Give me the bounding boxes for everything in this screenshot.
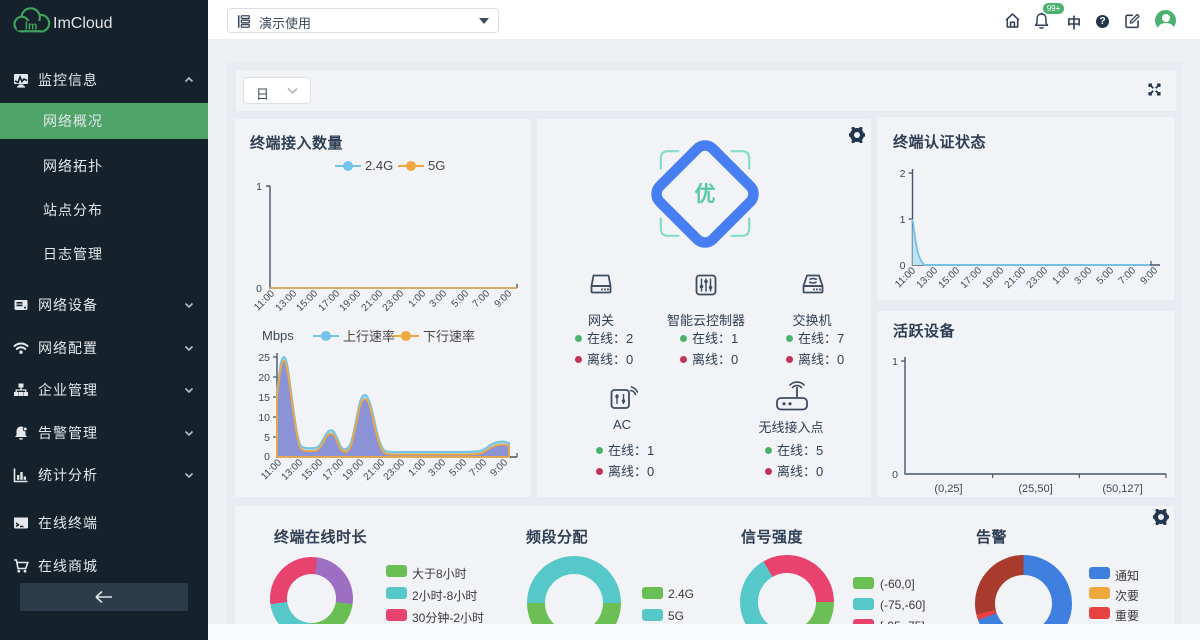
svg-text:0: 0: [892, 469, 898, 481]
svg-text:15: 15: [258, 392, 270, 404]
svg-text:15:00: 15:00: [295, 288, 321, 314]
svg-text:2: 2: [900, 168, 906, 180]
svg-text:15:00: 15:00: [937, 265, 963, 291]
svg-text:1:00: 1:00: [407, 457, 429, 479]
svg-text:5: 5: [264, 432, 270, 444]
svg-text:15:00: 15:00: [300, 457, 326, 483]
svg-text:7:00: 7:00: [1117, 265, 1139, 287]
svg-text:(25,50]: (25,50]: [1018, 483, 1052, 495]
svg-text:5:00: 5:00: [1095, 265, 1117, 287]
svg-text:1: 1: [256, 181, 262, 193]
svg-text:21:00: 21:00: [360, 288, 386, 314]
svg-text:0: 0: [256, 283, 262, 295]
svg-text:9:00: 9:00: [489, 457, 511, 479]
svg-text:23:00: 23:00: [381, 288, 407, 314]
svg-text:0: 0: [900, 260, 906, 272]
svg-text:13:00: 13:00: [280, 457, 306, 483]
svg-text:3:00: 3:00: [427, 457, 449, 479]
svg-text:21:00: 21:00: [1003, 265, 1029, 291]
svg-text:13:00: 13:00: [274, 288, 300, 314]
svg-text:(50,127]: (50,127]: [1102, 483, 1142, 495]
svg-text:17:00: 17:00: [321, 457, 347, 483]
svg-text:9:00: 9:00: [1139, 265, 1161, 287]
svg-text:9:00: 9:00: [493, 288, 515, 310]
svg-text:1:00: 1:00: [1051, 265, 1073, 287]
svg-text:23:00: 23:00: [1025, 265, 1051, 291]
svg-text:5:00: 5:00: [450, 288, 472, 310]
svg-text:1: 1: [900, 214, 906, 226]
svg-text:23:00: 23:00: [382, 457, 408, 483]
svg-text:优: 优: [695, 182, 716, 206]
svg-text:17:00: 17:00: [959, 265, 985, 291]
svg-text:11:00: 11:00: [893, 265, 918, 290]
svg-text:19:00: 19:00: [341, 457, 367, 483]
svg-text:5:00: 5:00: [448, 457, 470, 479]
svg-text:11:00: 11:00: [259, 457, 284, 482]
svg-text:7:00: 7:00: [468, 457, 490, 479]
svg-text:10: 10: [258, 412, 270, 424]
svg-text:0: 0: [264, 451, 270, 463]
svg-text:17:00: 17:00: [317, 288, 343, 314]
svg-text:(0,25]: (0,25]: [934, 483, 962, 495]
svg-text:19:00: 19:00: [338, 288, 364, 314]
svg-text:7:00: 7:00: [471, 288, 493, 310]
svg-text:25: 25: [258, 352, 270, 364]
svg-text:lm: lm: [25, 20, 37, 32]
svg-text:3:00: 3:00: [428, 288, 450, 310]
svg-text:21:00: 21:00: [362, 457, 388, 483]
svg-text:1: 1: [892, 356, 898, 368]
svg-text:13:00: 13:00: [915, 265, 941, 291]
svg-text:3:00: 3:00: [1073, 265, 1095, 287]
svg-text:1:00: 1:00: [407, 288, 429, 310]
svg-text:20: 20: [258, 372, 270, 384]
svg-text:19:00: 19:00: [981, 265, 1007, 291]
